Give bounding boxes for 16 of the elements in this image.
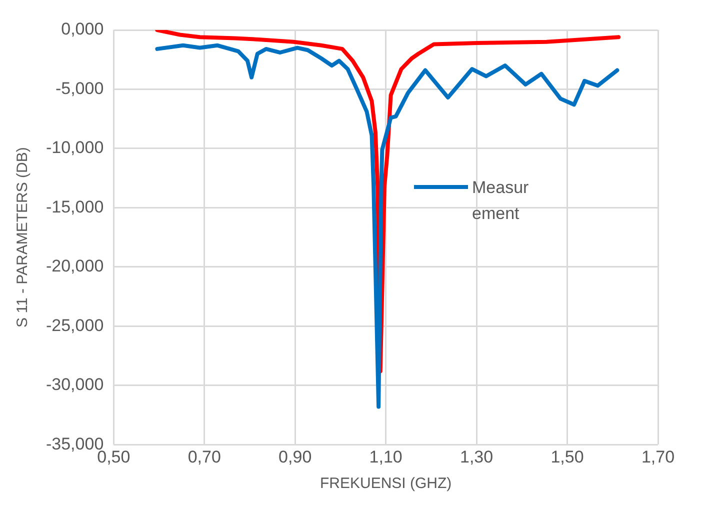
x-axis-title: FREKUENSI (GHZ) <box>320 475 452 492</box>
x-tick-label: 1,70 <box>641 447 675 466</box>
x-tick-label: 0,90 <box>278 447 312 466</box>
y-tick-label: -5,000 <box>55 78 104 98</box>
x-tick-label: 1,50 <box>550 447 584 466</box>
y-tick-label: -30,000 <box>46 375 104 394</box>
y-tick-label: -20,000 <box>46 256 104 276</box>
y-tick-label: -10,000 <box>46 138 104 158</box>
y-tick-label: -25,000 <box>46 316 104 335</box>
x-tick-label: 0,70 <box>188 447 221 466</box>
y-tick-label: -15,000 <box>46 197 104 216</box>
legend-label: Measurement <box>472 177 530 225</box>
x-tick-label: 1,30 <box>460 447 494 466</box>
y-tick-label: 0,000 <box>61 20 104 39</box>
x-tick-label: 1,10 <box>369 447 402 466</box>
y-axis-title: S 11 - PARAMETERS (DB) <box>14 147 32 328</box>
